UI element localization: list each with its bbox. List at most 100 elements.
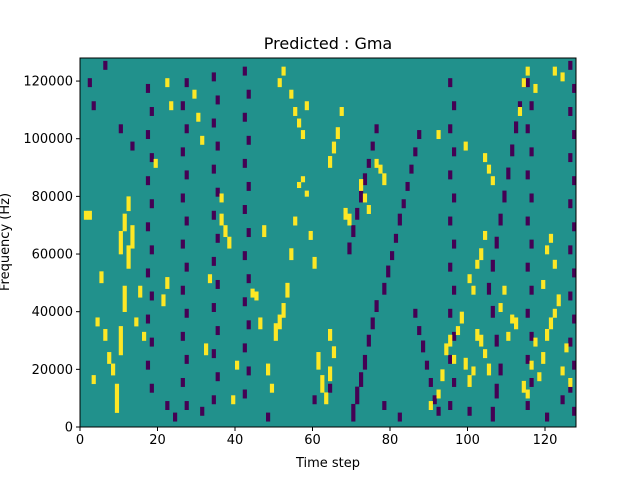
heatmap-cell-high — [122, 285, 127, 312]
heatmap-cell-low — [246, 320, 251, 330]
heatmap-cell-low — [215, 326, 220, 336]
heatmap-cell-high — [506, 331, 511, 341]
heatmap-cell-high — [269, 383, 275, 393]
x-tick-label: 80 — [382, 433, 399, 448]
heatmap-cell-high — [347, 213, 352, 226]
heatmap-cell-low — [184, 78, 189, 88]
y-tick-label: 120000 — [23, 75, 73, 90]
heatmap-cell-high — [475, 328, 480, 341]
heatmap-cell-high — [266, 363, 271, 376]
heatmap-cell-high — [552, 66, 557, 76]
heatmap-cell-high — [545, 328, 550, 341]
heatmap-cell-high — [114, 383, 120, 413]
heatmap-cell-low — [572, 83, 577, 93]
heatmap-cell-low — [409, 164, 414, 174]
heatmap-cell-high — [118, 230, 123, 255]
heatmap-cell-high — [285, 282, 290, 298]
heatmap-cell-low — [405, 181, 410, 191]
heatmap-cell-high — [471, 366, 476, 376]
heatmap-cell-low — [149, 153, 154, 163]
heatmap-cell-high — [118, 326, 123, 356]
heatmap-cell-high — [533, 337, 538, 347]
heatmap-cell-high — [126, 245, 131, 269]
heatmap-cell-high — [444, 343, 449, 356]
heatmap-cell-high — [486, 363, 492, 376]
heatmap-cell-low — [366, 158, 371, 168]
heatmap-cell-low — [525, 124, 530, 134]
heatmap-cell-low — [149, 291, 154, 301]
heatmap-cell-low — [149, 199, 154, 209]
heatmap-cell-high — [455, 326, 461, 336]
heatmap-cell-high — [196, 112, 201, 122]
heatmap-cell-low — [382, 401, 387, 410]
heatmap-cell-low — [87, 78, 92, 88]
heatmap-cell-low — [328, 383, 333, 393]
heatmap-cell-low — [545, 412, 550, 422]
heatmap-cell-high — [142, 331, 147, 341]
heatmap-cell-low — [568, 199, 573, 209]
heatmap-cell-high — [308, 230, 313, 240]
heatmap-cell-low — [374, 124, 379, 134]
heatmap-cell-low — [525, 354, 530, 364]
heatmap-cell-high — [378, 164, 383, 174]
heatmap-cell-high — [312, 256, 317, 269]
heatmap-cell-low — [448, 401, 453, 410]
heatmap-cell-low — [211, 395, 216, 405]
heatmap-cell-high — [463, 357, 468, 370]
heatmap-cell-low — [242, 343, 247, 353]
heatmap-cell-low — [215, 187, 220, 197]
heatmap-cell-high — [545, 245, 550, 255]
heatmap-cell-high — [103, 328, 108, 341]
heatmap-cell-high — [192, 89, 197, 99]
heatmap-cell-low — [347, 242, 352, 255]
heatmap-cell-low — [428, 377, 433, 387]
heatmap-cell-low — [246, 89, 251, 99]
heatmap-cell-low — [211, 164, 216, 174]
heatmap-cell-high — [537, 372, 542, 382]
heatmap-cell-high — [165, 277, 170, 289]
heatmap-cell-high — [475, 259, 480, 269]
heatmap-cell-low — [366, 334, 371, 347]
heatmap-cell-low — [242, 205, 247, 214]
heatmap-cell-low — [525, 78, 530, 88]
heatmap-cell-high — [227, 236, 232, 249]
heatmap-cell-high — [541, 279, 546, 289]
heatmap-cell-high — [328, 366, 333, 382]
heatmap-cell-low — [572, 130, 577, 140]
heatmap-cell-high — [289, 248, 294, 261]
heatmap-cell-low — [529, 239, 534, 249]
heatmap-cell-high — [320, 375, 325, 393]
heatmap-cell-low — [490, 305, 495, 318]
plot-frame — [79, 57, 577, 428]
heatmap-cell-low — [184, 308, 189, 318]
heatmap-cell-high — [362, 193, 368, 203]
heatmap-cell-low — [568, 245, 573, 255]
heatmap-cell-low — [452, 331, 457, 341]
heatmap-cell-low — [180, 101, 185, 111]
heatmap-cell-high — [467, 375, 472, 387]
heatmap-cell-high — [335, 127, 340, 140]
heatmap-cell-low — [246, 135, 251, 145]
heatmap-cell-low — [215, 279, 220, 289]
heatmap-cell-high — [87, 210, 92, 220]
heatmap-cell-high — [525, 66, 530, 76]
heatmap-cell-low — [417, 326, 422, 336]
heatmap-cell-high — [483, 153, 488, 163]
heatmap-cell-low — [490, 259, 495, 272]
heatmap-cell-high — [165, 78, 170, 88]
heatmap-cell-high — [548, 233, 554, 243]
heatmap-cell-high — [130, 225, 135, 249]
x-axis-label: Time step — [295, 456, 360, 471]
heatmap-cell-low — [494, 334, 499, 347]
heatmap-cell-high — [83, 210, 89, 220]
heatmap-cell-low — [149, 245, 154, 255]
heatmap-cell-high — [134, 317, 139, 327]
heatmap-cell-low — [145, 83, 151, 93]
chart-title: Predicted : Gma — [264, 34, 392, 53]
heatmap-cell-high — [316, 352, 321, 370]
heatmap-cell-low — [355, 386, 360, 405]
heatmap-cell-high — [328, 328, 333, 341]
heatmap-cell-high — [568, 377, 573, 387]
heatmap-cell-low — [529, 285, 534, 295]
heatmap-cell-low — [149, 107, 154, 116]
